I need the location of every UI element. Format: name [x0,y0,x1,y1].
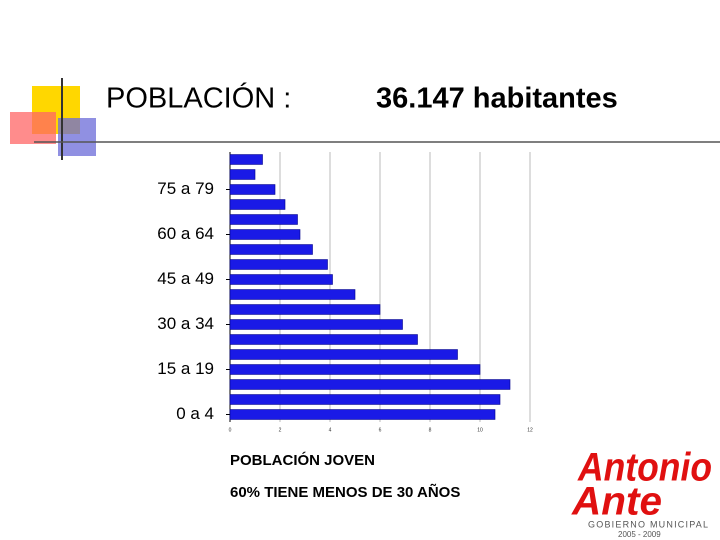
y-tick-label: 75 a 79 [157,179,214,198]
note: 60% TIENE MENOS DE 30 AÑOS [230,483,460,501]
caption: POBLACIÓN JOVEN [230,451,375,469]
bar [229,274,333,285]
deco-red [10,112,56,144]
bar [229,334,418,345]
x-tick-label: 2 [279,427,282,433]
bar [229,229,301,240]
logo: Antonio Ante GOBIERNO MUNICIPAL 2005 - 2… [571,446,712,540]
x-tick-label: 0 [229,427,232,433]
y-tick-label: 60 a 64 [157,224,214,243]
bar [229,289,356,300]
bar [229,304,381,315]
logo-text: Antonio [577,446,712,490]
x-tick-label: 10 [477,427,483,433]
bar [229,409,496,420]
bar [229,244,313,255]
title: POBLACIÓN : [106,82,291,115]
bar [229,349,458,360]
deco-blue [58,118,96,156]
x-tick-label: 6 [379,427,382,433]
population: 36.147 habitantes [376,83,618,115]
bar [229,154,263,165]
bar [229,379,511,390]
x-tick-label: 12 [527,427,533,433]
logo-years: 2005 - 2009 [618,530,661,539]
y-tick-label: 45 a 49 [157,269,214,288]
bar [229,394,501,405]
bar [229,259,328,270]
bar [229,184,276,195]
bar [229,214,298,225]
bar [229,199,286,210]
logo-text: Ante [571,480,662,524]
x-tick-label: 4 [329,427,332,433]
logo-line: GOBIERNO MUNICIPAL [588,519,708,529]
y-tick-label: 15 a 19 [157,359,214,378]
x-tick-label: 8 [429,427,432,433]
y-tick-label: 0 a 4 [176,404,214,423]
bar [229,169,256,180]
y-tick-label: 30 a 34 [157,314,214,333]
bar [229,364,481,375]
bar [229,319,403,330]
